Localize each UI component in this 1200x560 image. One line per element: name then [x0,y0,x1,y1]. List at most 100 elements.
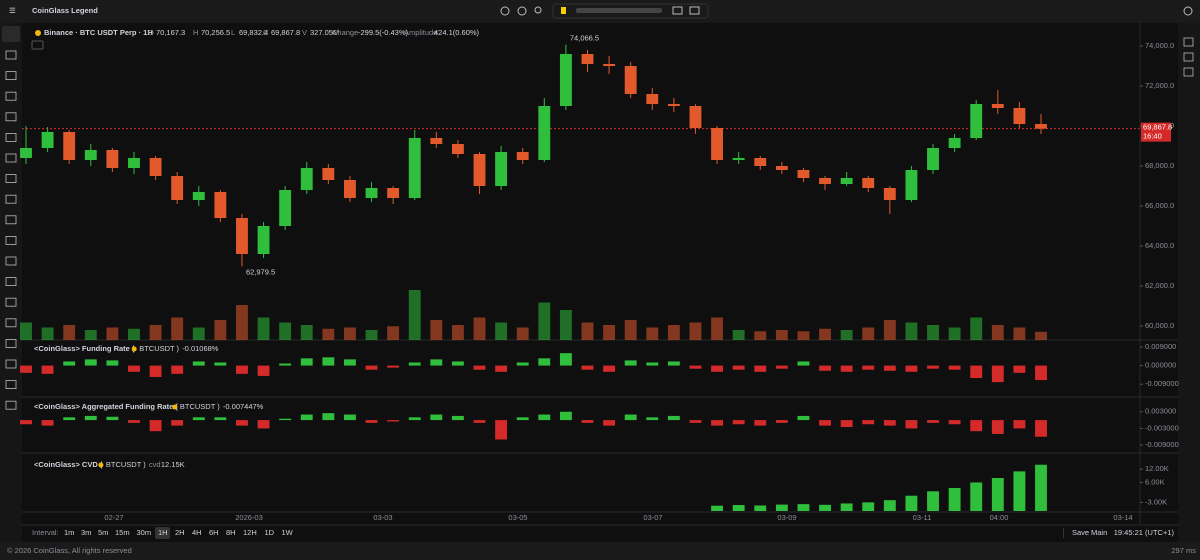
histogram-bar [862,365,875,370]
tool-icon[interactable] [5,132,17,142]
tool-icon[interactable] [5,215,17,225]
pane-value-name: cvd [149,460,161,469]
settings-icon[interactable] [517,6,527,16]
collapse-button[interactable] [31,40,44,50]
tool-icon[interactable] [5,256,17,266]
interval-button[interactable]: 4H [192,528,202,537]
histogram-bar [516,417,529,421]
sidebar-icon[interactable] [1183,52,1194,62]
histogram-bar [236,420,248,426]
candle-body [516,152,529,160]
histogram-bar [473,420,486,423]
cvd-bar [862,502,875,511]
volume-bar [819,328,831,340]
interval-button[interactable]: 6H [209,528,219,537]
interval-button[interactable]: 1m [64,528,74,537]
histogram-bar [667,415,680,421]
y-tick-label: 66,000.0 [1145,201,1174,210]
histogram-bar [41,420,54,426]
tool-icon[interactable] [5,359,17,369]
tool-icon[interactable] [5,277,17,287]
tool-icon[interactable] [5,50,17,60]
menu-icon[interactable]: ☰ [9,6,16,15]
candle-body [667,104,680,106]
candle-body [581,54,594,64]
legend-amplitude: 424.1(0.60%) [434,28,480,37]
tool-icon[interactable] [5,153,17,163]
legend-c-label: C [263,28,269,37]
histogram-bar [883,365,896,371]
volume-bar [1035,331,1047,340]
timeline-handle[interactable] [561,7,566,14]
histogram-bar [797,415,810,421]
save-button[interactable]: Save [1072,528,1089,537]
sidebar-icon[interactable] [1183,37,1194,47]
tool-icon[interactable] [5,112,17,122]
interval-button[interactable]: 15m [115,528,130,537]
tool-icon[interactable] [5,235,17,245]
histogram-bar [883,420,896,426]
high-label: 74,066.5 [570,34,599,43]
cvd-bar [991,478,1004,511]
sidebar-icon[interactable] [1183,67,1194,77]
interval-button[interactable]: 12H [243,528,257,537]
candle-body [970,104,983,138]
time-label: 03-11 [913,513,932,522]
histogram-bar [279,363,292,366]
tool-icon[interactable] [5,91,17,101]
tool-icon[interactable] [5,297,17,307]
histogram-bar [387,420,400,422]
tool-icon[interactable] [5,318,17,328]
interval-button[interactable]: 8H [226,528,236,537]
search-icon[interactable] [534,6,542,14]
exchange-icon [98,462,104,468]
tool-icon[interactable] [5,338,17,348]
screenshot-icon[interactable] [689,6,700,15]
candle-body [84,150,97,160]
histogram-bar [991,365,1004,383]
active-tool[interactable] [2,26,20,42]
legend-v: 327.05M [310,28,339,37]
countdown: 16:40 [1143,132,1162,141]
interval-button[interactable]: 1W [282,528,294,537]
y-tick-label: 12.00K [1145,464,1169,473]
volume-bar [236,305,248,340]
interval-button[interactable]: 5m [98,528,108,537]
tool-icon[interactable] [5,174,17,184]
histogram-bar [343,414,356,421]
histogram-bar [322,413,335,421]
volume-bar [624,320,637,340]
interval-button[interactable]: 30m [137,528,152,537]
tool-icon[interactable] [5,194,17,204]
histogram-bar [106,360,119,366]
active-interval[interactable] [155,527,170,539]
histogram-bar [63,361,76,366]
interval-button[interactable]: 1D [265,528,275,537]
filter-icon[interactable] [672,6,683,15]
candle-body [343,180,356,198]
tool-icon[interactable] [5,71,17,80]
interval-button[interactable]: 2H [175,528,185,537]
cvd-bar [948,487,961,511]
candle-body [279,190,292,226]
volume-bar [689,322,702,340]
interval-button[interactable]: 1H [158,528,168,537]
tool-icon[interactable] [5,380,17,390]
layout-button[interactable]: Main [1091,528,1107,537]
histogram-bar [840,420,853,428]
y-tick-label: -3.00K [1145,497,1167,506]
volume-bar [905,322,918,340]
interval-button[interactable]: 3m [81,528,91,537]
histogram-bar [819,365,831,371]
account-icon[interactable] [1183,6,1193,16]
candle-body [862,178,875,188]
volume-bar [516,327,529,340]
crosshair-icon[interactable] [500,6,510,16]
histogram-bar [862,420,875,425]
tool-icon[interactable] [5,400,17,410]
histogram-bar [365,420,378,423]
candle-body [192,192,205,200]
timeline[interactable] [552,3,709,19]
histogram-bar [128,365,140,372]
